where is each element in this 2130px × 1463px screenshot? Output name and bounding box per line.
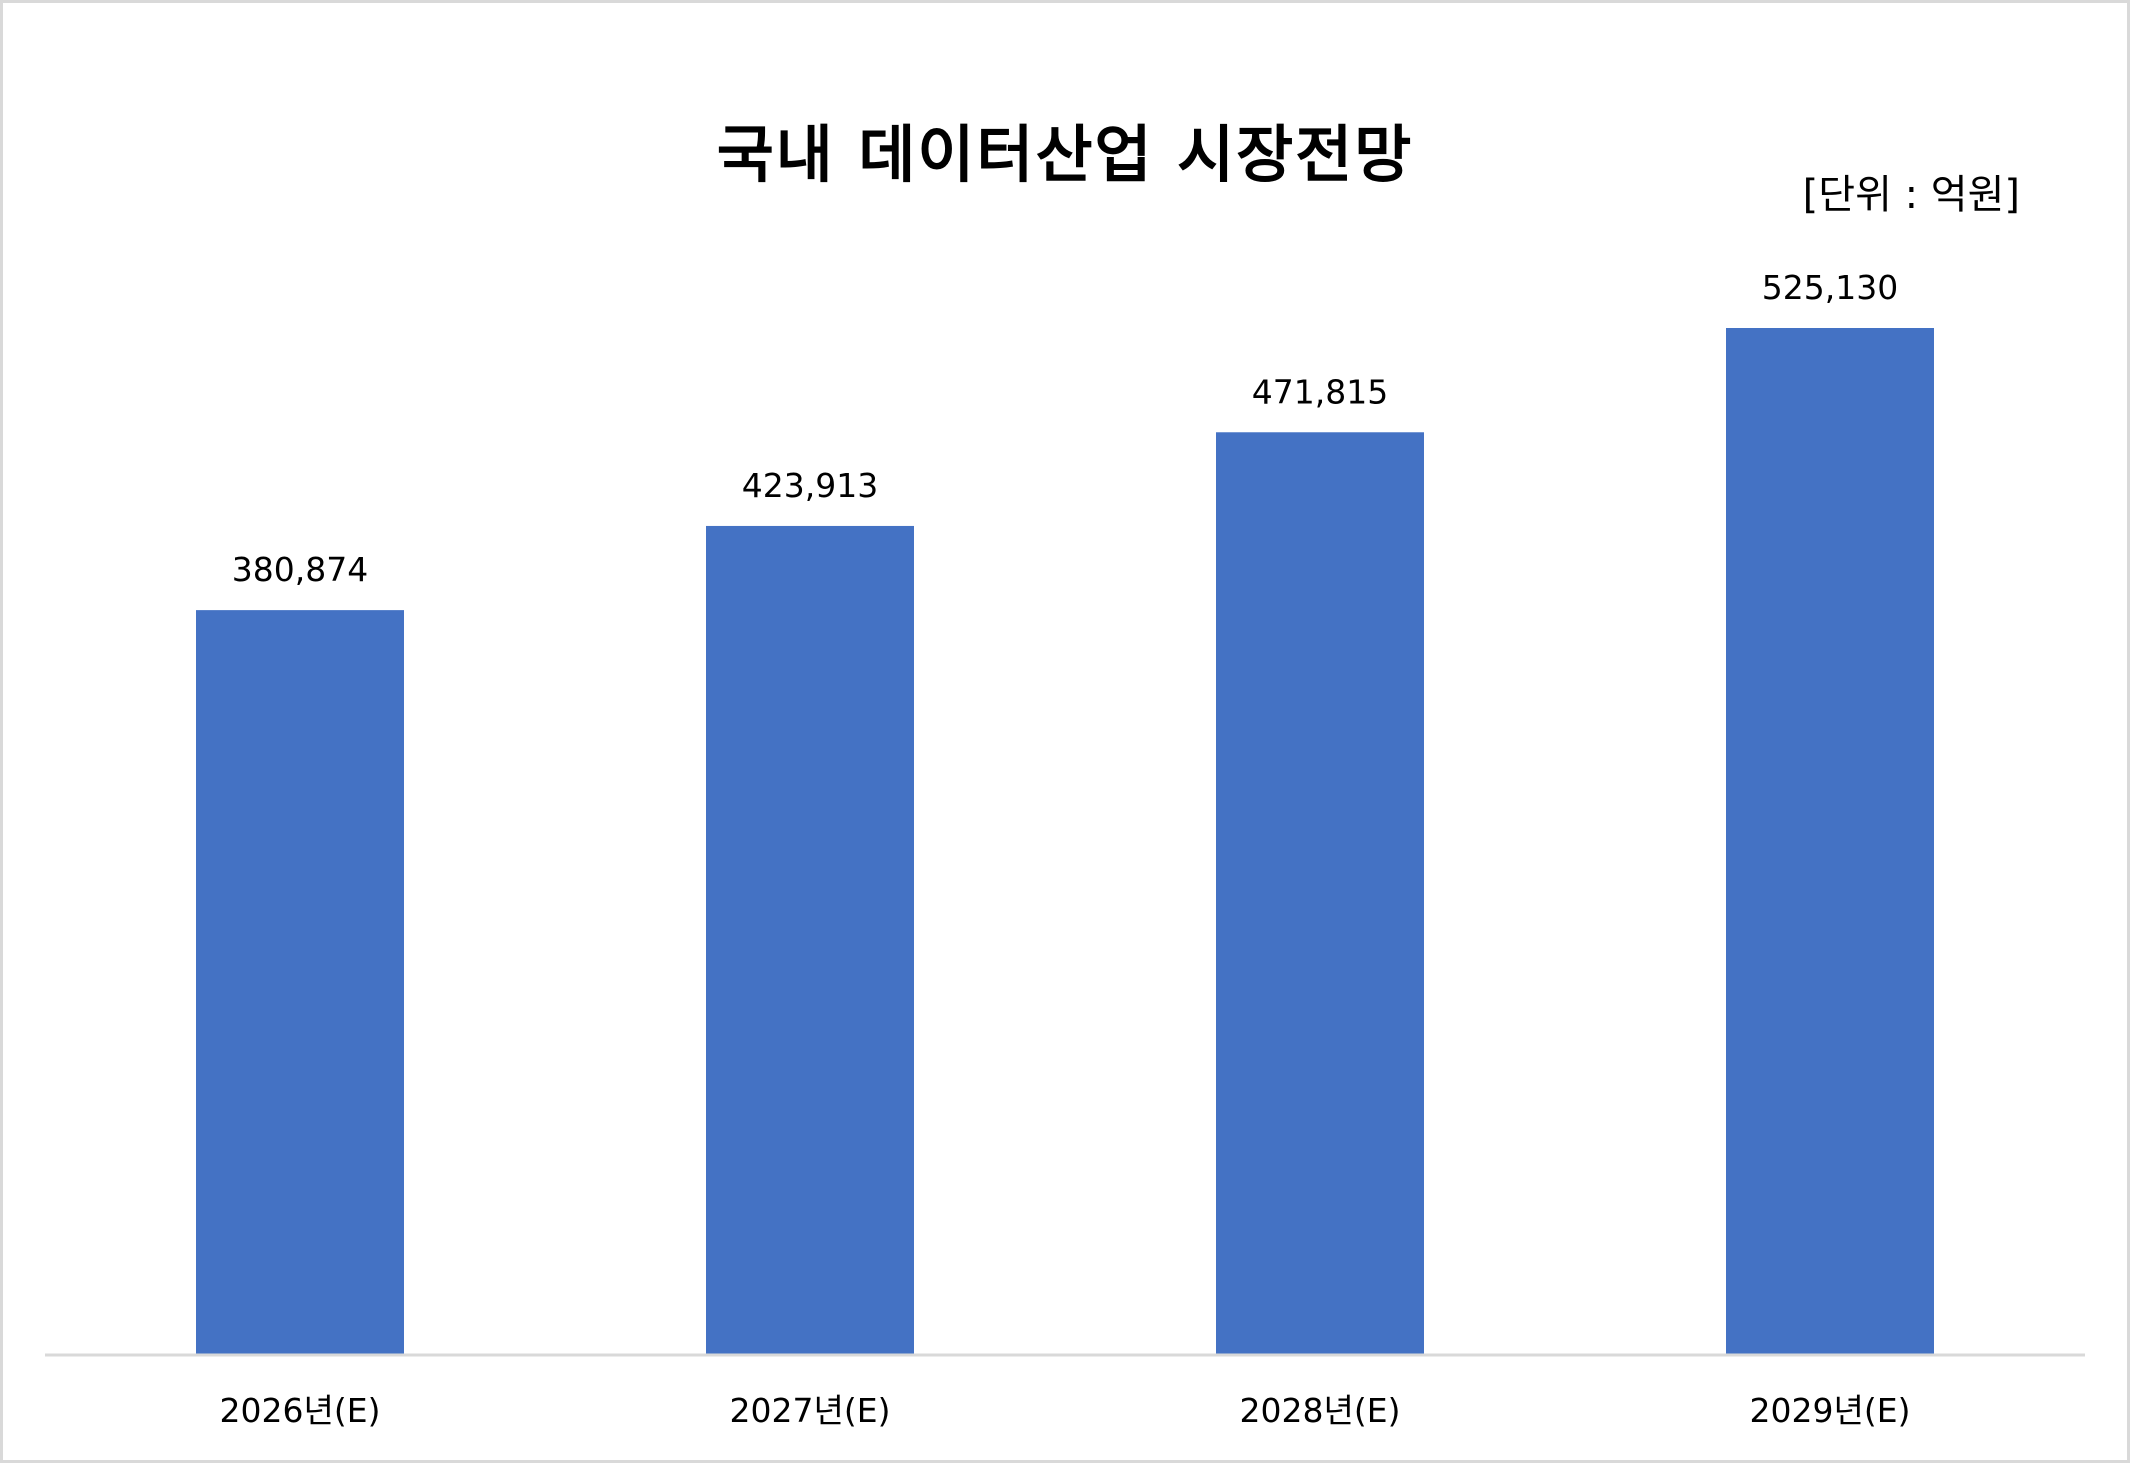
bar-2029년(E) [1726, 328, 1934, 1355]
data-label: 380,874 [232, 550, 368, 589]
data-label: 525,130 [1762, 268, 1898, 307]
chart-title: 국내 데이터산업 시장전망 [716, 118, 1414, 191]
data-label: 423,913 [742, 466, 878, 505]
x-tick-label: 2026년(E) [220, 1391, 381, 1430]
x-tick-label: 2028년(E) [1240, 1391, 1401, 1430]
data-label: 471,815 [1252, 372, 1388, 411]
bar-2026년(E) [196, 610, 404, 1355]
bar-2028년(E) [1216, 432, 1424, 1356]
data-labels: 380,874 423,913 471,815 525,130 [232, 268, 1898, 589]
unit-label: [단위 : 억원] [1802, 172, 2020, 218]
bar-2027년(E) [706, 525, 914, 1355]
x-tick-label: 2027년(E) [730, 1391, 891, 1430]
bar-series [196, 328, 1934, 1356]
x-tick-label: 2029년(E) [1750, 1391, 1911, 1430]
x-tick-labels: 2026년(E) 2027년(E) 2028년(E) 2029년(E) [220, 1391, 1911, 1430]
